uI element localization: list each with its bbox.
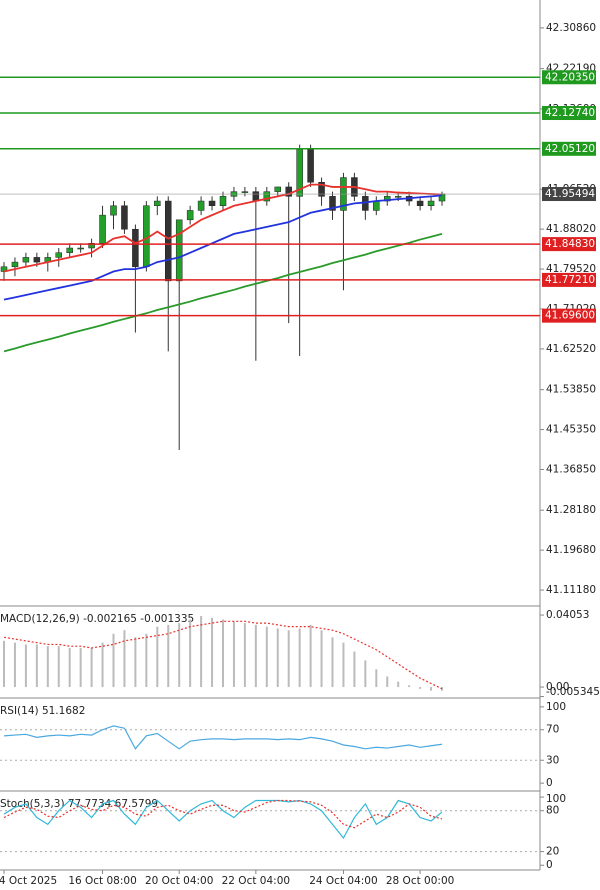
candle-body <box>285 186 292 197</box>
y-tick-label: 41.53850 <box>546 384 596 396</box>
indicator-line <box>3 183 443 273</box>
candle-body <box>121 205 128 230</box>
candle-body <box>373 200 380 211</box>
y-tick-label: 20 <box>546 846 559 858</box>
candle-body <box>384 196 391 202</box>
x-tick-label: 28 Oct 00:00 <box>386 875 454 887</box>
candle-body <box>274 186 281 192</box>
y-tick-label: 41.88020 <box>546 223 596 235</box>
x-tick-label: 20 Oct 04:00 <box>145 875 213 887</box>
candle-body <box>394 196 402 198</box>
y-tick-label: 41.11180 <box>546 584 596 596</box>
y-tick-label: 42.30860 <box>546 22 596 34</box>
candle-body <box>307 149 314 183</box>
x-tick-label: 4 Oct 2025 <box>0 875 57 887</box>
level-label-box <box>542 272 596 287</box>
candle-body <box>263 191 271 202</box>
x-tick-label: 22 Oct 04:00 <box>222 875 290 887</box>
level-label: 41.84830 <box>545 238 595 250</box>
y-tick-label: 41.79520 <box>546 263 596 275</box>
indicator-line <box>3 194 443 301</box>
last-price-box <box>542 187 596 202</box>
candle-body <box>132 228 139 268</box>
level-label: 42.20350 <box>545 71 595 83</box>
level-label-box <box>542 70 596 85</box>
y-tick-label: 41.19680 <box>546 544 596 556</box>
candle-body <box>186 210 194 221</box>
x-tick-label: 24 Oct 04:00 <box>309 875 377 887</box>
y-tick-label: 100 <box>546 701 566 713</box>
indicator-line <box>3 799 443 840</box>
level-label-box <box>542 106 596 121</box>
x-tick-label: 16 Oct 08:00 <box>68 875 136 887</box>
y-tick-label: 0.04053 <box>546 609 589 621</box>
y-tick-label: 70 <box>546 724 559 736</box>
indicator-line <box>3 799 443 829</box>
candle-body <box>219 196 227 206</box>
level-label-box <box>542 141 596 156</box>
y-tick-label: 41.62520 <box>546 343 596 355</box>
y-tick-label: 0.00 <box>546 681 569 693</box>
candle-body <box>154 200 161 206</box>
level-label: 42.12740 <box>545 107 595 119</box>
indicator-title: MACD(12,26,9) -0.002165 -0.001335 <box>0 613 194 625</box>
level-label: 41.69600 <box>545 310 595 322</box>
candle-body <box>110 205 117 216</box>
candle-body <box>197 200 205 211</box>
level-label-box <box>542 308 596 323</box>
candle-body <box>252 191 260 202</box>
indicator-line <box>3 620 443 690</box>
y-tick-label: 0 <box>546 859 553 871</box>
y-tick-label: 0 <box>546 777 553 789</box>
candle-body <box>22 257 30 263</box>
y-tick-label: 41.36850 <box>546 463 596 475</box>
level-label: 41.77210 <box>545 274 595 286</box>
y-tick-label: 30 <box>546 754 559 766</box>
candle-body <box>208 200 216 206</box>
candle-body <box>241 191 249 193</box>
candle-body <box>175 219 183 282</box>
candle-body <box>66 247 73 253</box>
indicator-line <box>3 725 443 750</box>
candle-body <box>88 243 95 249</box>
candle-body <box>416 200 424 206</box>
y-tick-label: 41.45350 <box>546 424 596 436</box>
candle-body <box>33 257 41 263</box>
y-tick-label: 41.28180 <box>546 504 596 516</box>
y-tick-label: 80 <box>546 805 559 817</box>
level-label: 42.05120 <box>545 143 595 155</box>
level-label-box <box>542 237 596 252</box>
indicator-title: RSI(14) 51.1682 <box>0 705 85 717</box>
candle-body <box>11 261 19 268</box>
y-tick-label: -0.005345 <box>546 686 600 698</box>
candle-body <box>99 214 106 244</box>
candle-body <box>77 247 84 250</box>
last-price-label: 41.95494 <box>545 188 595 200</box>
y-tick-label: 100 <box>546 793 566 805</box>
candle-body <box>329 196 336 211</box>
indicator-line <box>3 233 443 353</box>
candle-body <box>427 200 435 206</box>
candle-body <box>318 182 325 197</box>
candle-body <box>55 252 62 258</box>
candle-body <box>165 200 172 282</box>
